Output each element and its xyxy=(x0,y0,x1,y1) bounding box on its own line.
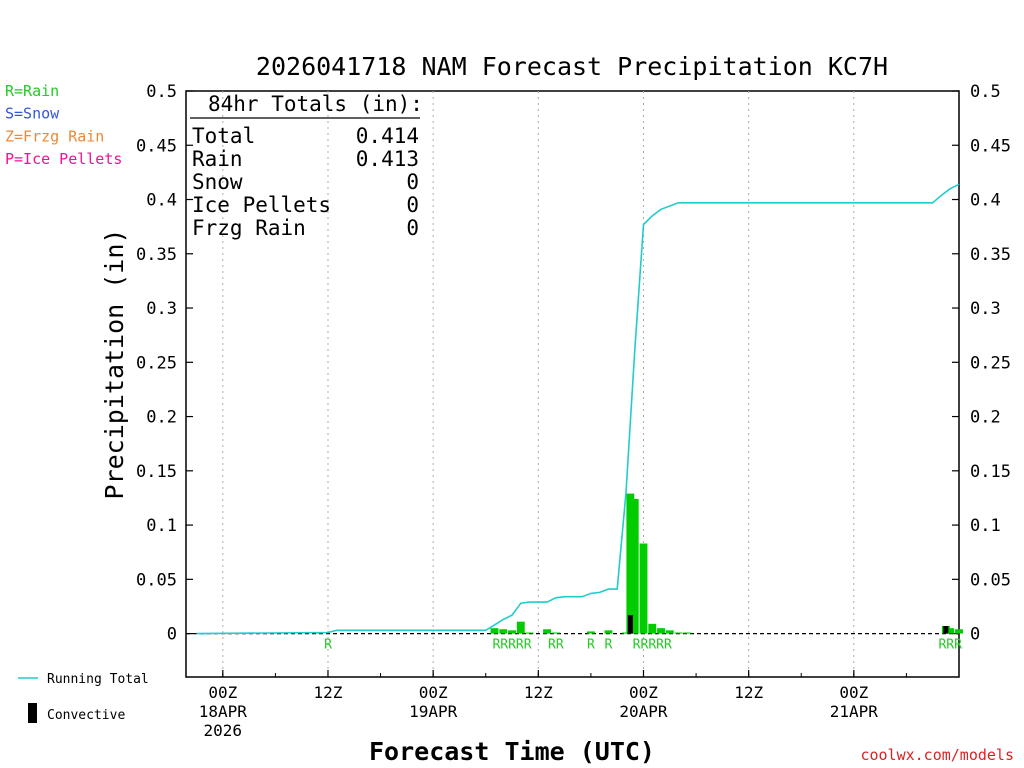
y-tick-label-right: 0.5 xyxy=(970,82,1001,102)
x-tick-label: 12Z xyxy=(314,683,343,702)
x-tick-label: 12Z xyxy=(524,683,553,702)
rain-bar xyxy=(639,543,648,634)
precip-type-legend: R=Rain S=Snow Z=Frzg Rain P=Ice Pellets xyxy=(5,82,122,168)
totals-row-value: 0.413 xyxy=(356,147,419,171)
x-tick-label: 19APR xyxy=(409,702,458,721)
x-tick-label: 00Z xyxy=(208,683,237,702)
rain-bar xyxy=(490,628,499,634)
x-tick-label: 00Z xyxy=(839,683,868,702)
precip-type-labels: R RRRRR RR R R RRRRR RRR xyxy=(324,638,962,653)
y-tick-label-right: 0.35 xyxy=(970,245,1011,265)
precip-type-label: R xyxy=(587,638,595,653)
y-tick-label-right: 0.25 xyxy=(970,353,1011,373)
totals-rows: Total 0.414 Rain 0.413 Snow 0 Ice Pellets 0 Frzg… xyxy=(192,124,419,240)
y-tick-label-right: 0.1 xyxy=(970,516,1001,536)
rain-bar xyxy=(955,629,963,634)
y-tick-label-right: 0.45 xyxy=(970,136,1011,156)
precip-type-label: RR xyxy=(548,638,564,653)
plot-frame xyxy=(185,90,960,678)
precip-type-label: R xyxy=(324,638,332,653)
totals-row-value: 0 xyxy=(406,193,419,217)
running-total-line xyxy=(196,183,960,635)
x-tick-label: 21APR xyxy=(830,702,879,721)
series-legend: Running Total Convective xyxy=(18,672,149,723)
chart-title: 2026041718 NAM Forecast Precipitation KC… xyxy=(256,52,888,81)
totals-row-label: Total xyxy=(192,124,255,148)
rain-bar xyxy=(648,623,657,634)
rain-bar xyxy=(499,629,508,634)
y-tick-label-left: 0.4 xyxy=(146,191,177,211)
rain-bar xyxy=(525,632,534,634)
x-tick-label: 12Z xyxy=(734,683,763,702)
precip-type-legend-entry: Z=Frzg Rain xyxy=(5,127,104,145)
y-tick-label-left: 0.2 xyxy=(146,408,177,428)
y-tick-label-left: 0.3 xyxy=(146,299,177,319)
rain-bar xyxy=(665,630,674,634)
totals-row-value: 0 xyxy=(406,216,419,240)
totals-row-label: Snow xyxy=(192,170,243,194)
totals-row-value: 0.414 xyxy=(356,124,419,148)
rain-bar xyxy=(551,632,560,634)
totals-box: 84hr Totals (in): Total 0.414 Rain 0.413 Sno… xyxy=(190,92,423,240)
credit-text: coolwx.com/models xyxy=(860,746,1014,764)
y-tick-label-left: 0.15 xyxy=(136,462,177,482)
y-axis-left: 0.5 0.45 0.4 0.35 0.3 0.25 0.2 0.15 0.1 0.05 0 xyxy=(136,82,193,645)
precip-type-legend-entry: R=Rain xyxy=(5,82,59,100)
rain-bar xyxy=(543,629,552,634)
y-tick-label-left: 0.45 xyxy=(136,136,177,156)
totals-row-label: Ice Pellets xyxy=(192,193,331,217)
y-tick-label-right: 0.4 xyxy=(970,191,1001,211)
y-tick-label-right: 0.3 xyxy=(970,299,1001,319)
convective-bar xyxy=(627,615,633,634)
rain-bar xyxy=(630,499,639,634)
x-tick-label: 00Z xyxy=(629,683,658,702)
y-tick-label-right: 0.05 xyxy=(970,570,1011,590)
rain-bar xyxy=(683,632,692,634)
y-axis-label: Precipitation (in) xyxy=(100,229,129,500)
y-tick-label-left: 0 xyxy=(167,625,177,645)
convective-bars xyxy=(627,615,949,634)
convective-bar xyxy=(943,625,949,634)
x-tick-label: 20APR xyxy=(619,702,668,721)
rain-bar xyxy=(657,628,665,634)
precip-type-label: RRRRR xyxy=(633,638,672,653)
y-axis-right: 0.5 0.45 0.4 0.35 0.3 0.25 0.2 0.15 0.1 0.05 0 xyxy=(952,82,1011,645)
rain-bars xyxy=(315,493,963,634)
y-tick-label-left: 0.35 xyxy=(136,245,177,265)
y-tick-label-right: 0 xyxy=(970,625,980,645)
y-tick-label-left: 0.5 xyxy=(146,82,177,102)
precip-type-legend-entry: S=Snow xyxy=(5,105,60,123)
totals-heading: 84hr Totals (in): xyxy=(208,92,423,116)
rain-bar xyxy=(586,631,595,634)
y-tick-label-left: 0.05 xyxy=(136,570,177,590)
totals-row-label: Rain xyxy=(192,147,243,171)
x-tick-label: 2026 xyxy=(204,721,243,740)
y-tick-label-left: 0.25 xyxy=(136,353,177,373)
precip-type-label: RRR xyxy=(938,638,962,653)
rain-bar xyxy=(604,630,613,634)
precip-type-label: RRRRR xyxy=(492,638,531,653)
y-tick-label-left: 0.1 xyxy=(146,516,177,536)
precip-type-label: R xyxy=(605,638,613,653)
vertical-gridlines xyxy=(222,91,855,677)
series-legend-label: Running Total xyxy=(47,672,149,687)
rain-bar xyxy=(626,493,635,634)
rain-bar xyxy=(622,632,630,634)
y-tick-label-right: 0.15 xyxy=(970,462,1011,482)
x-tick-label: 00Z xyxy=(419,683,448,702)
rain-bar xyxy=(946,628,955,634)
x-tick-label: 18APR xyxy=(199,702,248,721)
series-legend-label: Convective xyxy=(47,708,125,723)
rain-bar xyxy=(508,630,516,634)
precip-type-legend-entry: P=Ice Pellets xyxy=(5,150,122,168)
x-axis-label: Forecast Time (UTC) xyxy=(369,737,655,766)
rain-bar xyxy=(674,632,683,634)
y-tick-label-right: 0.2 xyxy=(970,408,1001,428)
totals-row-label: Frzg Rain xyxy=(192,216,306,240)
totals-row-value: 0 xyxy=(406,170,419,194)
rain-bar xyxy=(516,621,525,634)
convective-legend-swatch xyxy=(28,703,37,723)
